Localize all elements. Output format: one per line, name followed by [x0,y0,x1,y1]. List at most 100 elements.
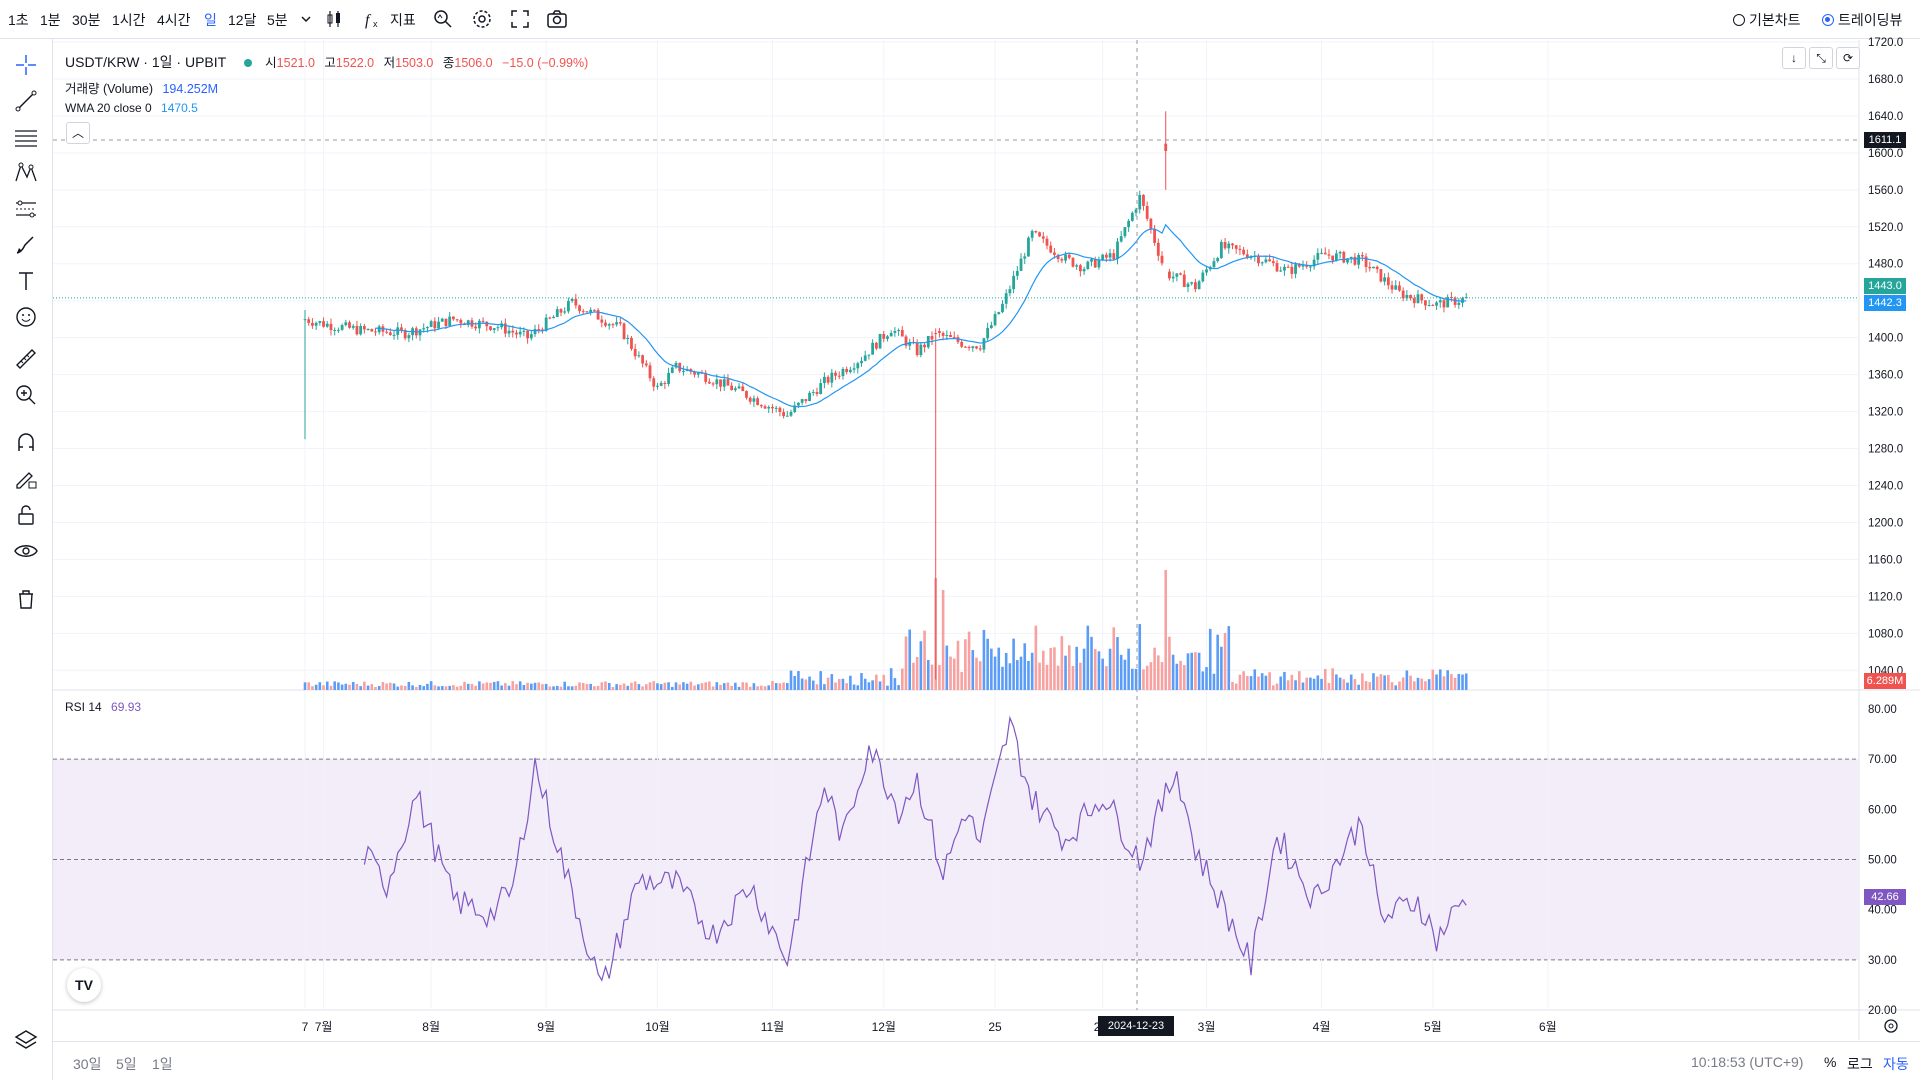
volume-bar [1041,650,1045,690]
log-toggle[interactable]: 로그 [1847,1056,1873,1072]
interval-5m[interactable]: 5분 [267,12,288,28]
volume-bar [1145,665,1149,690]
collapse-pane-button[interactable]: ⤡ [1809,47,1833,69]
eye-icon[interactable] [12,537,40,565]
volume-bar [1186,653,1190,690]
candle-body [793,405,797,412]
volume-bar [1034,625,1038,690]
volume-bar [537,682,541,690]
clock[interactable]: 10:18:53 (UTC+9) [1691,1054,1804,1070]
tradingview-logo[interactable]: TV [67,968,101,1002]
move-down-button[interactable]: ↓ [1782,47,1806,69]
emoji-icon[interactable] [12,303,40,331]
interval-1h[interactable]: 1시간 [112,12,146,28]
candle-body [882,333,886,339]
text-icon[interactable] [12,267,40,295]
candle-body [1142,194,1145,206]
volume-bar [849,675,852,690]
legend-rsi[interactable]: RSI 14 69.93 [65,700,141,714]
volume-bar [1168,636,1171,690]
volume-bar [682,682,685,690]
volume-bar [863,678,867,690]
forecast-icon[interactable] [12,195,40,223]
compare-search-icon[interactable] [431,7,455,31]
gear-icon[interactable] [470,7,494,31]
legend-volume[interactable]: 거래량 (Volume) 194.252M [65,78,218,97]
volume-bar [823,684,826,690]
legend-wma[interactable]: WMA 20 close 0 1470.5 [65,101,198,115]
interval-30m[interactable]: 30분 [72,12,101,28]
candle-body [500,323,504,328]
trash-icon[interactable] [12,585,40,613]
fib-lines-icon[interactable] [12,123,40,151]
volume-bar [1409,675,1412,690]
volume-bar [696,684,700,690]
candle-body [1041,236,1045,239]
candle-body [604,322,607,326]
interval-1s[interactable]: 1초 [8,12,29,28]
chevron-down-icon[interactable] [294,7,318,31]
volume-bar [1312,678,1316,690]
volume-bar [756,686,759,690]
symbol-title[interactable]: USDT/KRW · 1일 · UPBIT [65,54,227,70]
volume-bar [370,684,374,690]
interval-12mo[interactable]: 12달 [228,12,257,28]
range-5d[interactable]: 5일 [116,1056,137,1072]
tradingview-radio[interactable]: 트레이딩뷰 [1822,10,1902,30]
candle-body [648,365,652,379]
interval-4h[interactable]: 4시간 [157,12,191,28]
camera-icon[interactable] [545,7,569,31]
range-30d[interactable]: 30일 [73,1056,102,1072]
range-1d[interactable]: 1일 [152,1056,173,1072]
volume-bar [1197,652,1201,690]
layers-icon[interactable] [12,1026,40,1054]
lock-drawing-icon[interactable] [12,465,40,493]
volume-bar [1361,673,1364,690]
crosshair-icon[interactable] [12,51,40,79]
basic-chart-radio[interactable]: 기본차트 [1733,10,1801,30]
volume-bar [1438,669,1442,690]
fullscreen-icon[interactable] [508,7,532,31]
pattern-icon[interactable] [12,159,40,187]
ruler-icon[interactable] [12,345,40,373]
low-value: 1503.0 [395,56,434,70]
volume-bar [600,682,604,690]
candle-body [455,319,459,321]
indicators-button[interactable]: 지표 [390,12,416,28]
candle-body [1409,294,1412,299]
maximize-pane-button[interactable]: ⟳ [1836,47,1860,69]
magnet-icon[interactable] [12,429,40,457]
volume-bar [1272,685,1275,690]
candle-body [600,319,604,323]
rsi-tick-label: 30.00 [1868,955,1897,967]
volume-bar [674,682,678,690]
candle-type-icon[interactable] [322,7,346,31]
candle-body [1175,273,1179,277]
time-axis-settings-icon[interactable] [1882,1017,1900,1035]
wma-value: 1470.5 [161,101,198,115]
candle-body [1168,271,1171,279]
trend-line-icon[interactable] [12,87,40,115]
volume-bar [1257,676,1260,690]
lock-icon[interactable] [12,501,40,529]
candle-body [1238,248,1242,250]
zoom-in-icon[interactable] [12,381,40,409]
volume-bar [689,681,693,690]
candle-body [1071,257,1075,267]
candle-body [878,333,882,349]
percent-toggle[interactable]: % [1824,1054,1837,1070]
collapse-legend-button[interactable]: ︿ [66,122,90,144]
volume-bar [611,686,615,690]
price-tick-label: 1080.0 [1868,628,1903,640]
candle-body [311,322,314,326]
interval-1m[interactable]: 1분 [40,12,61,28]
brush-icon[interactable] [12,231,40,259]
volume-bar [1427,679,1431,690]
candle-body [1004,293,1008,304]
interval-1d[interactable]: 일 [204,12,217,28]
auto-toggle[interactable]: 자동 [1883,1056,1909,1072]
candle-body [682,371,685,373]
candle-body [1064,254,1067,261]
